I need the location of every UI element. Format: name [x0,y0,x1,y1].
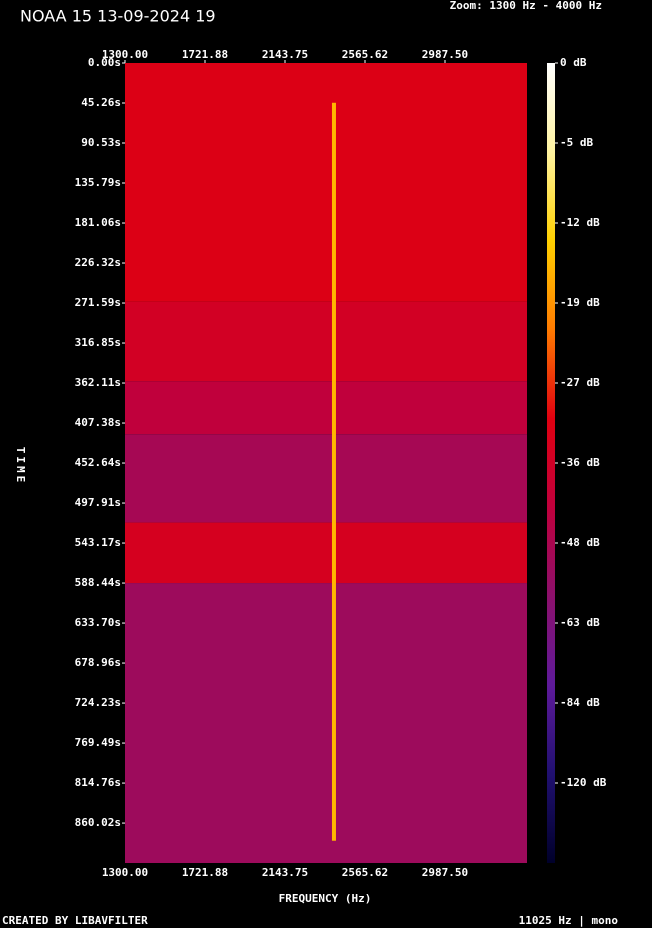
carrier [331,102,336,841]
x-tick-label: 2565.62 [342,48,388,61]
colorbar-tick-label: -19 dB [560,296,600,309]
zoom-label: Zoom: 1300 Hz - 4000 Hz [450,0,602,12]
y-tick-label: 452.64s [75,456,121,469]
y-tick-label: 135.79s [75,176,121,189]
band [125,381,527,435]
y-tick-label: 769.49s [75,736,121,749]
y-tick-label: 678.96s [75,656,121,669]
y-tick-label: 362.11s [75,376,121,389]
y-axis-label: TIME [14,447,27,486]
y-tick-label: 814.76s [75,776,121,789]
y-tick-label: 181.06s [75,216,121,229]
colorbar-tick-label: 0 dB [560,56,587,69]
colorbar-tick-label: -27 dB [560,376,600,389]
y-tick-label: 588.44s [75,576,121,589]
x-tick-label: 1721.88 [182,48,228,61]
band [125,434,527,523]
footer-left: CREATED BY LIBAVFILTER [2,914,148,927]
colorbar-tick-label: -12 dB [560,216,600,229]
x-tick-label: 2565.62 [342,866,388,879]
y-tick-label: 543.17s [75,536,121,549]
colorbar-tick-label: -48 dB [560,536,600,549]
colorbar-tick-label: -5 dB [560,136,593,149]
y-tick-label: 45.26s [81,96,121,109]
x-tick-label: 1721.88 [182,866,228,879]
band [125,522,527,584]
y-tick-label: 633.70s [75,616,121,629]
x-tick-label: 2987.50 [422,866,468,879]
y-tick-label: 860.02s [75,816,121,829]
colorbar-tick-label: -120 dB [560,776,607,789]
band [125,63,527,302]
colorbar [547,63,555,863]
y-tick-label: 0.00s [88,56,121,69]
chart-title: NOAA 15 13-09-2024 19 [20,7,216,26]
band [125,301,527,382]
x-tick-label: 2143.75 [262,866,308,879]
colorbar-tick-label: -36 dB [560,456,600,469]
y-tick-label: 271.59s [75,296,121,309]
x-tick-label: 2143.75 [262,48,308,61]
footer-right: 11025 Hz | mono [519,914,619,927]
x-axis-label: FREQUENCY (Hz) [279,892,372,905]
y-tick-label: 724.23s [75,696,121,709]
y-tick-label: 497.91s [75,496,121,509]
band [125,583,527,863]
y-tick-label: 316.85s [75,336,121,349]
x-tick-label: 1300.00 [102,48,148,61]
y-tick-label: 226.32s [75,256,121,269]
x-tick-label: 2987.50 [422,48,468,61]
y-tick-label: 407.38s [75,416,121,429]
x-tick-label: 1300.00 [102,866,148,879]
colorbar-tick-label: -84 dB [560,696,600,709]
y-tick-label: 90.53s [81,136,121,149]
colorbar-tick-label: -63 dB [560,616,600,629]
